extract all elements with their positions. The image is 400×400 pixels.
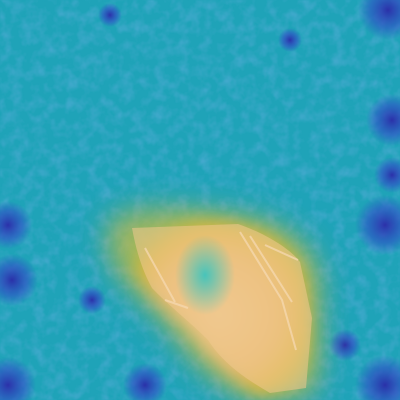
object-highlights [144, 231, 299, 351]
inner-cool-region [175, 235, 235, 315]
